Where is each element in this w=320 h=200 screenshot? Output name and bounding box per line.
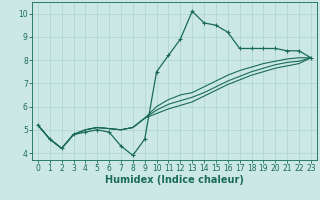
X-axis label: Humidex (Indice chaleur): Humidex (Indice chaleur) — [105, 175, 244, 185]
